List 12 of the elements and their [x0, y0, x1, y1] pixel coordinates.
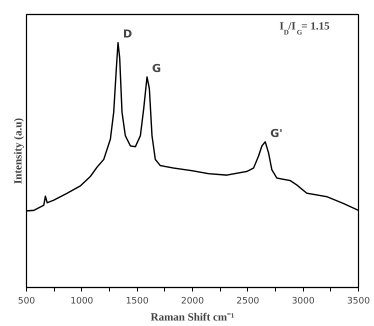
x-tick-label: 3000	[292, 296, 315, 306]
y-axis-title: Intensity (a.u)	[12, 118, 24, 184]
annotation: G	[152, 62, 162, 75]
x-axis-title: Raman Shift cm⁻¹	[150, 312, 234, 324]
x-tick-label: 2500	[236, 296, 260, 306]
x-tick-label: 500	[18, 296, 36, 306]
annotation: G'	[270, 126, 283, 140]
x-tick-label: 1500	[126, 296, 149, 306]
x-tick-label: 3500	[347, 296, 370, 306]
x-tick-label: 1000	[70, 296, 94, 306]
annotation: D	[123, 28, 132, 41]
x-tick-label: 2000	[181, 296, 204, 306]
